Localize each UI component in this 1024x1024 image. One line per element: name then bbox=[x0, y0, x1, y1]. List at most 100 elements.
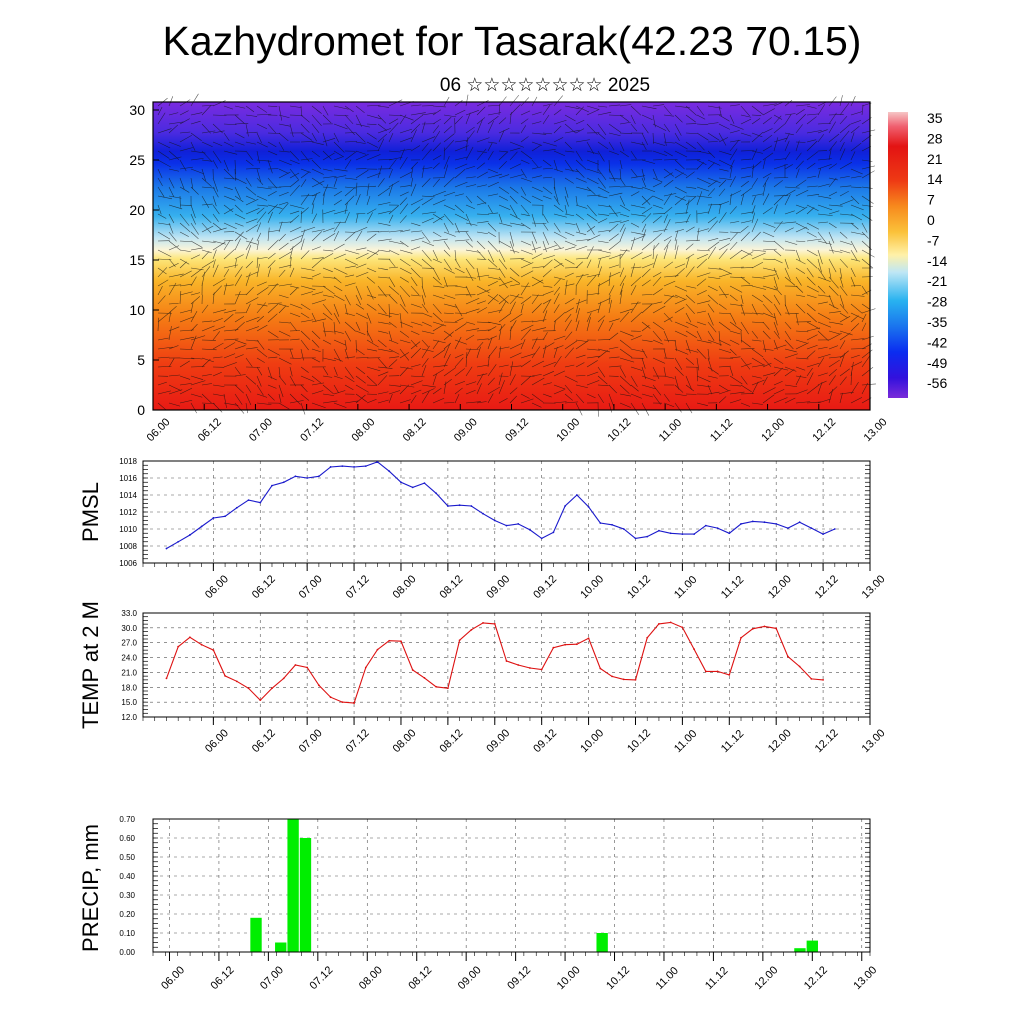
precip-y-tick-label: 0.20 bbox=[119, 910, 135, 919]
temp-data-point bbox=[763, 625, 766, 628]
temp-frame bbox=[142, 612, 871, 718]
pmsl-data-point bbox=[435, 492, 438, 495]
pmsl-data-point bbox=[271, 484, 273, 487]
pmsl-x-tick-label: 06.12 bbox=[250, 573, 278, 601]
pmsl-y-tick-label: 1010 bbox=[119, 525, 137, 534]
temp-data-point bbox=[681, 626, 684, 629]
pmsl-x-tick-label: 09.00 bbox=[484, 573, 512, 601]
pmsl-data-point bbox=[810, 527, 813, 530]
temp-data-point bbox=[364, 666, 367, 669]
pmsl-data-point bbox=[634, 537, 637, 540]
temp-data-point bbox=[634, 678, 637, 681]
section-x-tick-label: 09.00 bbox=[452, 416, 480, 444]
pmsl-x-tick-label: 07.00 bbox=[297, 573, 325, 601]
temperature-colorbar: 35 28 21 14 7 0 -7 -14 -21 -28 -35 -42 -49 -56 bbox=[888, 110, 947, 398]
pmsl-x-tick-label: 12.00 bbox=[766, 573, 794, 601]
temp-x-tick-label: 12.00 bbox=[766, 727, 794, 755]
precip-x-tick-label: 06.00 bbox=[159, 964, 187, 992]
temp-data-point bbox=[435, 685, 438, 688]
temp-y-axis-label: TEMP at 2 M bbox=[78, 601, 103, 729]
temp-data-point bbox=[810, 677, 813, 680]
section-x-tick-label: 10.00 bbox=[554, 416, 582, 444]
temp-x-tick-label: 09.12 bbox=[531, 727, 559, 755]
pmsl-y-tick-label: 1018 bbox=[119, 457, 137, 466]
temp-data-point bbox=[611, 675, 613, 678]
pmsl-data-point bbox=[411, 486, 414, 489]
temp-data-point bbox=[751, 627, 754, 630]
temp-y-tick-label: 30.0 bbox=[121, 624, 137, 633]
colorbar-label: -42 bbox=[927, 334, 947, 350]
temp-data-point bbox=[271, 687, 273, 690]
temp-data-point bbox=[224, 674, 226, 677]
temp-data-point bbox=[400, 640, 402, 643]
temp-data-point bbox=[294, 664, 297, 666]
pmsl-data-point bbox=[317, 475, 320, 478]
section-y-tick-label: 15 bbox=[129, 252, 145, 268]
temp-data-point bbox=[716, 670, 719, 673]
temp-y-tick-label: 33.0 bbox=[121, 609, 137, 618]
precip-y-tick-label: 0.30 bbox=[119, 891, 135, 900]
temp-data-point bbox=[482, 622, 484, 624]
precip-y-tick-label: 0.50 bbox=[119, 853, 135, 862]
temp-data-point bbox=[423, 676, 426, 679]
temp-data-point bbox=[446, 687, 449, 690]
temp-x-tick-label: 08.00 bbox=[391, 727, 419, 755]
pmsl-panel: 1006 1008 1010 1012 1014 1016 1018 06.00 06.12 07… bbox=[78, 457, 888, 601]
pmsl-data-point bbox=[294, 475, 297, 478]
pmsl-data-point bbox=[200, 525, 203, 528]
section-x-tick-label: 11.00 bbox=[657, 417, 684, 444]
pmsl-data-point bbox=[775, 523, 778, 525]
temp-data-point bbox=[704, 670, 707, 673]
temp-data-point bbox=[728, 674, 731, 676]
temp-data-point bbox=[787, 655, 789, 658]
temp-data-point bbox=[235, 680, 238, 683]
pmsl-data-point bbox=[247, 499, 250, 501]
temp-data-point bbox=[740, 636, 742, 639]
pmsl-data-point bbox=[529, 528, 531, 531]
section-x-tick-label: 08.00 bbox=[349, 416, 377, 444]
colorbar-label: -49 bbox=[927, 355, 947, 371]
temp-data-point bbox=[646, 636, 649, 639]
temp-y-tick-label: 24.0 bbox=[121, 654, 137, 663]
section-x-tick-label: 11.12 bbox=[708, 417, 735, 444]
temp-data-point bbox=[669, 621, 672, 624]
pmsl-y-tick-label: 1008 bbox=[119, 542, 137, 551]
temp-data-point bbox=[353, 702, 355, 705]
pmsl-y-tick-label: 1014 bbox=[119, 491, 137, 500]
section-x-tick-label: 06.12 bbox=[196, 416, 224, 444]
pmsl-data-point bbox=[376, 460, 379, 463]
pmsl-y-axis-label: PMSL bbox=[78, 482, 103, 542]
colorbar-label: -14 bbox=[927, 253, 947, 269]
temp-x-tick-label: 11.00 bbox=[672, 728, 699, 755]
temp-data-point bbox=[587, 637, 590, 640]
temp-data-point bbox=[564, 643, 567, 646]
pmsl-grid bbox=[143, 460, 871, 564]
pmsl-data-point bbox=[177, 540, 180, 543]
temp-data-point bbox=[529, 667, 531, 669]
pmsl-data-point bbox=[458, 504, 461, 507]
pmsl-data-point bbox=[646, 535, 649, 538]
pmsl-data-point bbox=[669, 532, 672, 535]
temp-y-tick-label: 15.0 bbox=[121, 698, 137, 707]
temp-x-tick-label: 10.00 bbox=[578, 727, 606, 755]
pmsl-data-point bbox=[470, 505, 473, 507]
colorbar-label: 35 bbox=[927, 110, 943, 126]
temp-data-point bbox=[505, 660, 508, 662]
section-x-tick-label: 09.12 bbox=[503, 416, 531, 444]
temp-data-point bbox=[165, 677, 168, 680]
pmsl-data-point bbox=[482, 512, 484, 515]
temp-data-point bbox=[552, 646, 555, 649]
pmsl-data-point bbox=[622, 528, 625, 530]
pmsl-x-tick-label: 11.12 bbox=[719, 574, 746, 601]
pmsl-data-point bbox=[787, 527, 789, 530]
temp-data-point bbox=[599, 667, 602, 670]
precip-y-tick-label: 0.10 bbox=[119, 929, 135, 938]
pmsl-data-point bbox=[165, 547, 168, 550]
temperature-field bbox=[153, 102, 870, 410]
colorbar-label: -21 bbox=[927, 273, 947, 289]
temp-x-tick-label: 09.00 bbox=[484, 727, 512, 755]
precip-x-tick-label: 10.00 bbox=[555, 964, 583, 992]
temp-x-tick-label: 08.12 bbox=[438, 727, 466, 755]
precip-y-tick-label: 0.40 bbox=[119, 872, 135, 881]
